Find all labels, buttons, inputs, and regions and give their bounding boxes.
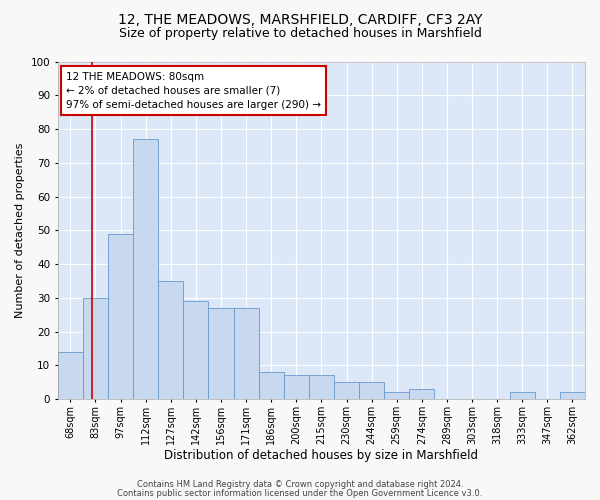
Text: 12, THE MEADOWS, MARSHFIELD, CARDIFF, CF3 2AY: 12, THE MEADOWS, MARSHFIELD, CARDIFF, CF… [118,12,482,26]
Bar [233,308,259,399]
Bar [334,382,359,399]
Text: Size of property relative to detached houses in Marshfield: Size of property relative to detached ho… [119,28,481,40]
Bar [184,301,208,399]
Bar [158,281,184,399]
Bar [259,372,284,399]
Text: 12 THE MEADOWS: 80sqm
← 2% of detached houses are smaller (7)
97% of semi-detach: 12 THE MEADOWS: 80sqm ← 2% of detached h… [66,72,321,110]
Bar [384,392,409,399]
Bar [509,392,535,399]
Y-axis label: Number of detached properties: Number of detached properties [15,142,25,318]
Text: Contains public sector information licensed under the Open Government Licence v3: Contains public sector information licen… [118,488,482,498]
Bar [284,376,309,399]
Bar [409,389,434,399]
Bar [359,382,384,399]
Bar [133,139,158,399]
Bar [108,234,133,399]
Bar [309,376,334,399]
Bar [208,308,233,399]
X-axis label: Distribution of detached houses by size in Marshfield: Distribution of detached houses by size … [164,450,478,462]
Text: Contains HM Land Registry data © Crown copyright and database right 2024.: Contains HM Land Registry data © Crown c… [137,480,463,489]
Bar [83,298,108,399]
Bar [58,352,83,399]
Bar [560,392,585,399]
